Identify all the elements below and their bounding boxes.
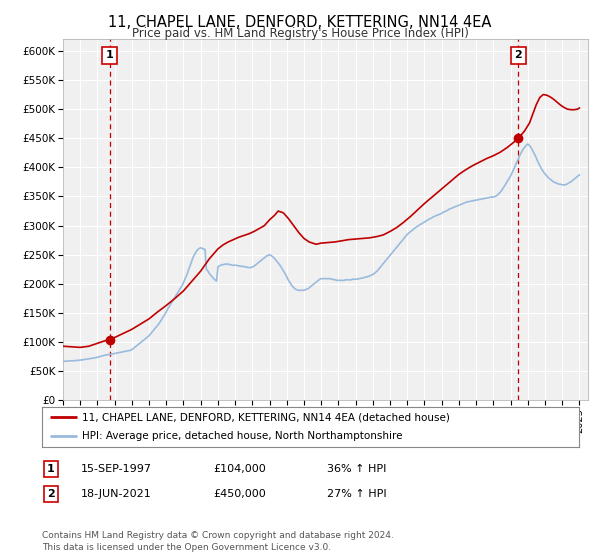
- Text: This data is licensed under the Open Government Licence v3.0.: This data is licensed under the Open Gov…: [42, 543, 331, 552]
- Text: £450,000: £450,000: [213, 489, 266, 499]
- Text: 1: 1: [106, 50, 113, 60]
- Text: 11, CHAPEL LANE, DENFORD, KETTERING, NN14 4EA: 11, CHAPEL LANE, DENFORD, KETTERING, NN1…: [109, 15, 491, 30]
- Text: 36% ↑ HPI: 36% ↑ HPI: [327, 464, 386, 474]
- Text: 15-SEP-1997: 15-SEP-1997: [81, 464, 152, 474]
- Text: Contains HM Land Registry data © Crown copyright and database right 2024.: Contains HM Land Registry data © Crown c…: [42, 531, 394, 540]
- Text: 2: 2: [515, 50, 523, 60]
- Text: 18-JUN-2021: 18-JUN-2021: [81, 489, 152, 499]
- Text: 11, CHAPEL LANE, DENFORD, KETTERING, NN14 4EA (detached house): 11, CHAPEL LANE, DENFORD, KETTERING, NN1…: [82, 413, 450, 422]
- Text: £104,000: £104,000: [213, 464, 266, 474]
- Text: HPI: Average price, detached house, North Northamptonshire: HPI: Average price, detached house, Nort…: [82, 431, 403, 441]
- Text: 27% ↑ HPI: 27% ↑ HPI: [327, 489, 386, 499]
- Text: 1: 1: [47, 464, 55, 474]
- Text: 2: 2: [47, 489, 55, 499]
- Text: Price paid vs. HM Land Registry's House Price Index (HPI): Price paid vs. HM Land Registry's House …: [131, 27, 469, 40]
